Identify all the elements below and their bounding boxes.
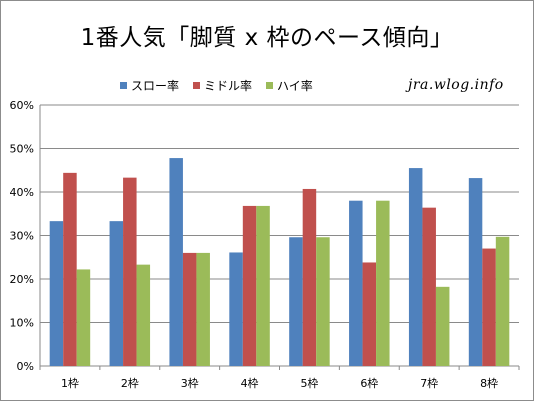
bar-slow (408, 168, 423, 366)
bar-high (376, 200, 390, 366)
bar-high (136, 264, 151, 366)
x-tick-label: 7枠 (420, 376, 438, 390)
bar-middle (123, 177, 137, 366)
legend-label-slow: スロー率 (131, 79, 180, 93)
y-tick-label: 0% (17, 360, 34, 373)
bar-middle (182, 252, 197, 366)
y-tick-label: 20% (10, 273, 34, 286)
bar-high (196, 252, 210, 366)
y-tick-label: 50% (10, 143, 34, 156)
watermark-text: jra.wlog.info (408, 77, 504, 93)
x-tick-label: 4枠 (241, 376, 259, 390)
y-tick-label: 40% (10, 186, 34, 199)
bar-middle (302, 188, 317, 366)
legend-swatch-high (266, 82, 274, 89)
legend-item-middle: ミドル率 (193, 77, 252, 94)
legend: スロー率 ミドル率 ハイ率 (120, 77, 327, 94)
bar-slow (229, 252, 243, 366)
y-tick-label: 60% (10, 99, 34, 112)
bar-slow (109, 221, 124, 366)
x-tick-label: 2枠 (121, 376, 139, 390)
legend-label-high: ハイ率 (277, 79, 313, 93)
x-tick-label: 3枠 (181, 376, 199, 390)
x-tick-label: 5枠 (300, 376, 318, 390)
bar-slow (49, 221, 64, 366)
legend-item-high: ハイ率 (266, 77, 313, 94)
x-tick-label: 1枠 (61, 376, 79, 390)
legend-item-slow: スロー率 (120, 77, 179, 94)
bar-high (316, 237, 330, 366)
bar-high (76, 269, 91, 366)
bar-middle (63, 172, 77, 366)
bar-middle (242, 205, 257, 366)
bar-slow (169, 158, 183, 366)
legend-swatch-slow (120, 82, 127, 89)
x-tick-label: 6枠 (360, 376, 378, 390)
bar-middle (482, 248, 496, 366)
bar-slow (289, 237, 303, 366)
bar-middle (422, 207, 436, 366)
bar-high (435, 286, 450, 366)
bar-middle (362, 262, 377, 366)
bar-slow (468, 178, 483, 366)
bar-high (495, 236, 510, 366)
legend-swatch-middle (193, 82, 201, 89)
y-tick-label: 10% (10, 317, 34, 330)
bar-high (256, 205, 270, 366)
x-tick-label: 8枠 (480, 376, 498, 390)
chart-title: 1番人気「脚質 x 枠のペース傾向」 (80, 25, 454, 51)
y-tick-label: 30% (10, 230, 34, 243)
legend-label-middle: ミドル率 (204, 79, 253, 93)
bar-slow (349, 200, 363, 366)
